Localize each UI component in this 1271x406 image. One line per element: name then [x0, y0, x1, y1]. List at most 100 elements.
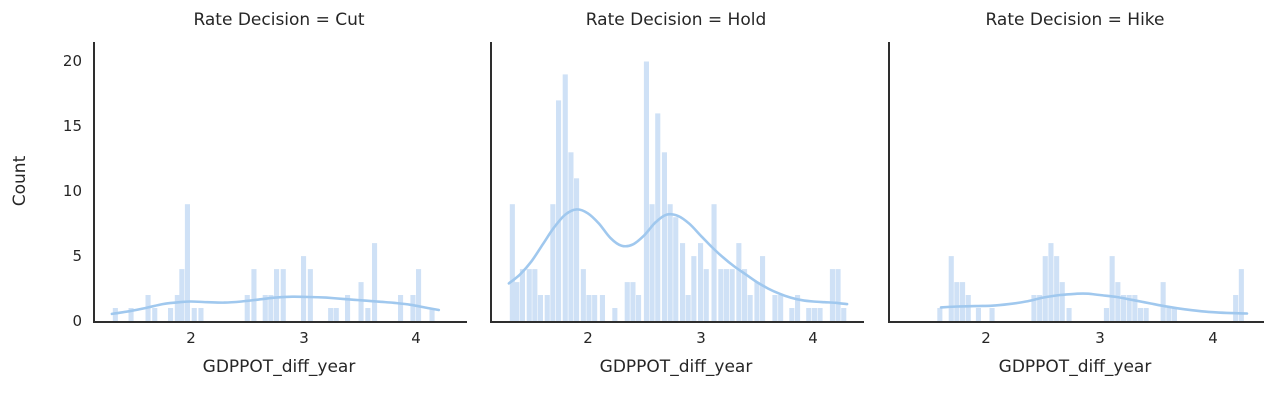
histogram-bar	[1160, 282, 1166, 321]
histogram-bar	[729, 269, 735, 321]
histogram-bar	[514, 282, 520, 321]
histogram-bar	[1143, 308, 1149, 321]
histogram-bar	[691, 256, 697, 321]
histogram-bar	[416, 269, 422, 321]
histogram-bar	[817, 308, 823, 321]
histogram-bar	[592, 295, 598, 321]
histogram-bar	[244, 295, 250, 321]
histogram-bar	[624, 282, 630, 321]
histogram-bar	[711, 204, 717, 321]
histogram-bar	[772, 295, 778, 321]
panel-title-cut: Rate Decision = Cut	[193, 10, 365, 30]
histogram-bar	[198, 308, 204, 321]
histogram-bar	[599, 295, 605, 321]
x-tick-label: 3	[696, 329, 706, 347]
histogram-bar	[345, 295, 351, 321]
histogram-bar	[747, 295, 753, 321]
histogram-bar	[1132, 295, 1138, 321]
histogram-bar	[398, 295, 404, 321]
histogram-bar	[1042, 256, 1048, 321]
x-tick-label: 4	[411, 329, 421, 347]
histogram-bar	[795, 295, 801, 321]
histogram-bar	[1233, 295, 1239, 321]
histogram-bar	[954, 282, 960, 321]
histogram-bar	[975, 308, 981, 321]
histogram-bar	[537, 295, 543, 321]
histogram-bar	[841, 308, 847, 321]
histogram-bar	[568, 152, 574, 321]
kde-curve	[507, 208, 849, 306]
histogram-bar	[574, 178, 580, 321]
histogram-bar	[1115, 282, 1121, 321]
histogram-bar	[562, 74, 568, 321]
plot-area-hike	[888, 42, 1264, 323]
histogram-bar	[630, 282, 636, 321]
histogram-bar	[703, 269, 709, 321]
histogram-bar	[262, 295, 268, 321]
histogram-bar	[948, 256, 954, 321]
histogram-bar	[556, 100, 562, 321]
y-tick-label: 20	[62, 52, 82, 70]
histogram-bar	[806, 308, 812, 321]
histogram-bar	[1054, 256, 1060, 321]
histogram-bar	[1059, 282, 1065, 321]
histogram-bar	[760, 256, 766, 321]
histogram-bar	[789, 308, 795, 321]
histogram-bar	[937, 308, 943, 321]
panel-title-hike: Rate Decision = Hike	[985, 10, 1165, 30]
x-axis-label-hold: GDPPOT_diff_year	[599, 357, 753, 377]
histogram-bar	[778, 295, 784, 321]
histogram-bar	[655, 113, 661, 321]
x-axis-label-hike: GDPPOT_diff_year	[998, 357, 1152, 377]
histogram-bar	[1031, 295, 1037, 321]
histogram-bar	[1137, 308, 1143, 321]
histogram-bar	[179, 269, 185, 321]
histogram-bar	[1171, 308, 1177, 321]
y-axis-label: Count	[10, 155, 30, 207]
histogram-bar	[1120, 295, 1126, 321]
histogram-bar	[586, 295, 592, 321]
histogram-bar	[960, 282, 966, 321]
histogram-bar	[268, 295, 274, 321]
histogram-bar	[519, 269, 525, 321]
histogram-bar	[698, 243, 704, 321]
histogram-bar	[612, 308, 618, 321]
x-tick-label: 2	[981, 329, 991, 347]
histogram-bar	[643, 61, 649, 321]
histogram-bar	[835, 269, 841, 321]
x-tick-label: 3	[1095, 329, 1105, 347]
histogram-bar	[742, 269, 748, 321]
histogram-bar	[636, 295, 642, 321]
x-tick-label: 2	[583, 329, 593, 347]
histogram-bar	[191, 308, 197, 321]
histogram-bar	[1103, 308, 1109, 321]
plot-area-hold	[490, 42, 864, 323]
histogram-bar	[168, 308, 174, 321]
histogram-bar	[429, 308, 435, 321]
histogram-bar	[274, 269, 280, 321]
histogram-bar	[152, 308, 158, 321]
histogram-bar	[328, 308, 334, 321]
histogram-bar	[550, 204, 556, 321]
histogram-bar	[333, 308, 339, 321]
kde-curve	[939, 292, 1249, 315]
histogram-bar	[1037, 295, 1043, 321]
histogram-bar	[1166, 308, 1172, 321]
histogram-bar	[661, 152, 667, 321]
histogram-bar	[128, 308, 134, 321]
histogram-bar	[811, 308, 817, 321]
histogram-bar	[673, 217, 679, 321]
histogram-bar	[544, 295, 550, 321]
histogram-bar	[280, 269, 286, 321]
histogram-bar	[526, 269, 532, 321]
histogram-bar	[829, 269, 835, 321]
histogram-bar	[251, 269, 257, 321]
histogram-bar	[754, 282, 760, 321]
plot-area-cut	[93, 42, 467, 323]
x-tick-label: 2	[186, 329, 196, 347]
histogram-bar	[372, 243, 378, 321]
histogram-bar	[1126, 295, 1132, 321]
histogram-bar	[365, 308, 371, 321]
histogram-bar	[174, 295, 180, 321]
